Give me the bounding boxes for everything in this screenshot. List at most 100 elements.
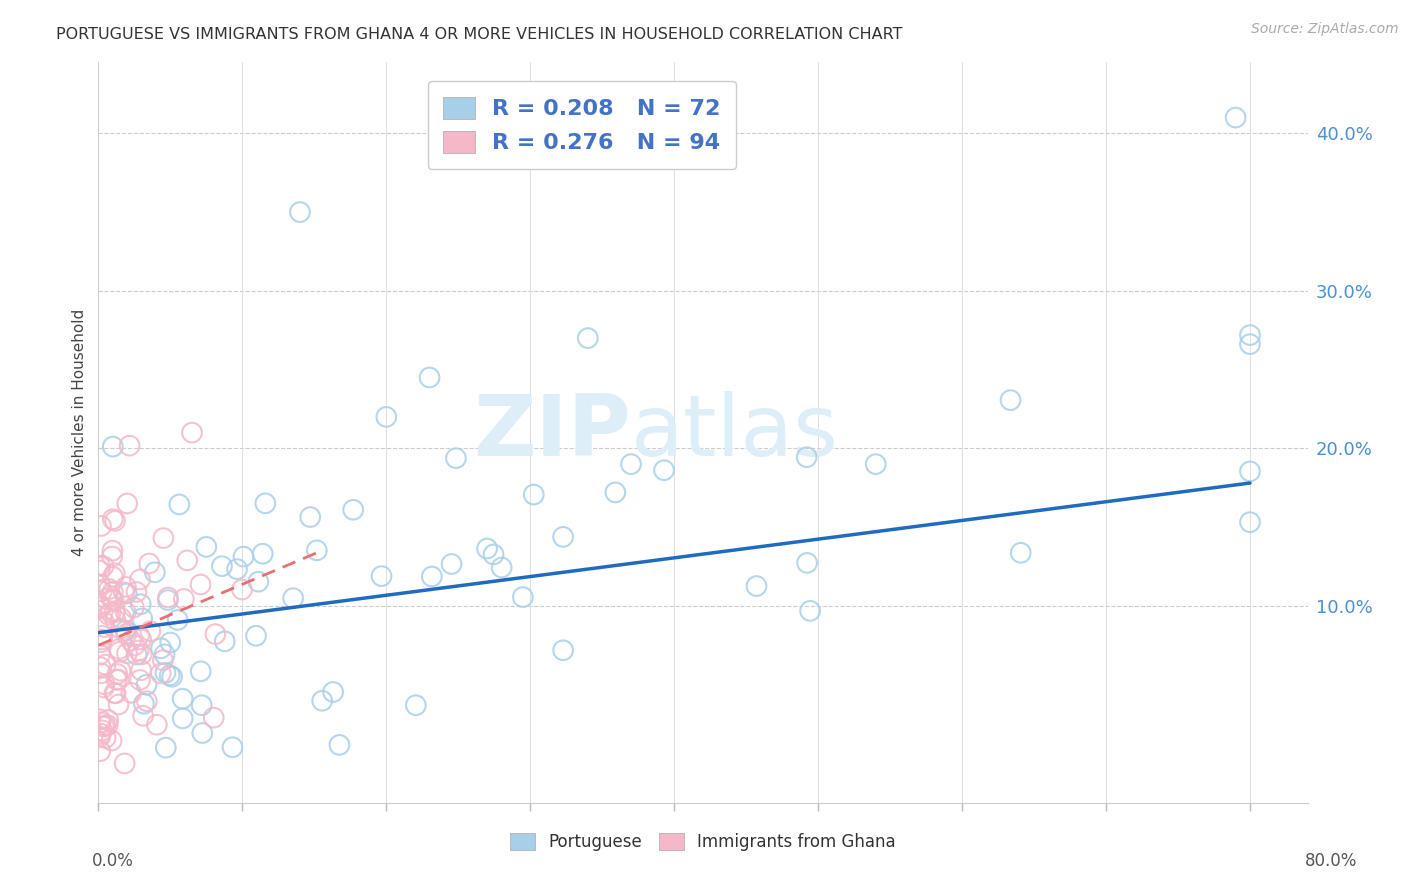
Point <box>745 579 768 593</box>
Point <box>149 641 172 656</box>
Point <box>796 556 818 570</box>
Point <box>156 593 179 607</box>
Point <box>107 698 129 712</box>
Point <box>93 559 115 574</box>
Point <box>129 632 152 647</box>
Point <box>252 547 274 561</box>
Legend: Portuguese, Immigrants from Ghana: Portuguese, Immigrants from Ghana <box>503 826 903 857</box>
Point <box>90 519 112 533</box>
Point <box>90 727 112 741</box>
Text: Source: ZipAtlas.com: Source: ZipAtlas.com <box>1251 22 1399 37</box>
Point <box>89 600 111 615</box>
Point <box>93 681 115 695</box>
Point <box>97 607 120 622</box>
Point <box>105 667 128 681</box>
Point <box>89 730 111 744</box>
Point <box>129 597 152 611</box>
Point <box>799 604 821 618</box>
Point <box>620 457 643 471</box>
Point <box>89 744 111 758</box>
Point <box>97 718 120 732</box>
Point <box>128 643 150 657</box>
Point <box>195 540 218 554</box>
Point <box>115 496 138 510</box>
Point <box>90 666 112 681</box>
Point <box>328 738 350 752</box>
Point <box>100 589 122 603</box>
Point <box>418 370 440 384</box>
Point <box>91 629 114 643</box>
Y-axis label: 4 or more Vehicles in Household: 4 or more Vehicles in Household <box>72 309 87 557</box>
Point <box>288 205 311 219</box>
Text: ZIP: ZIP <box>472 391 630 475</box>
Point <box>311 694 333 708</box>
Point <box>160 670 183 684</box>
Point <box>152 653 174 667</box>
Point <box>105 673 128 687</box>
Point <box>512 590 534 604</box>
Point <box>1239 337 1261 351</box>
Point <box>491 560 513 574</box>
Point <box>129 673 152 687</box>
Point <box>96 592 118 607</box>
Point <box>103 686 125 700</box>
Point <box>98 582 121 596</box>
Point <box>104 566 127 581</box>
Point <box>172 691 194 706</box>
Point <box>176 553 198 567</box>
Point <box>89 577 111 591</box>
Point <box>1225 111 1247 125</box>
Point <box>89 712 111 726</box>
Point <box>131 648 153 662</box>
Point <box>135 678 157 692</box>
Point <box>90 660 112 674</box>
Point <box>153 648 176 662</box>
Point <box>796 450 818 464</box>
Point <box>100 733 122 747</box>
Point <box>605 485 627 500</box>
Point <box>101 549 124 564</box>
Point <box>91 723 114 738</box>
Point <box>94 657 117 672</box>
Point <box>89 598 111 612</box>
Point <box>89 558 111 573</box>
Point <box>221 740 243 755</box>
Point <box>94 718 117 732</box>
Point <box>214 634 236 648</box>
Point <box>652 463 675 477</box>
Text: PORTUGUESE VS IMMIGRANTS FROM GHANA 4 OR MORE VEHICLES IN HOUSEHOLD CORRELATION : PORTUGUESE VS IMMIGRANTS FROM GHANA 4 OR… <box>56 27 903 42</box>
Point <box>254 496 277 510</box>
Point <box>138 557 160 571</box>
Point <box>475 541 498 556</box>
Point <box>191 726 214 740</box>
Point <box>1000 393 1022 408</box>
Point <box>405 698 427 713</box>
Point <box>370 569 392 583</box>
Text: 0.0%: 0.0% <box>91 852 134 870</box>
Point <box>202 711 225 725</box>
Point <box>299 510 322 524</box>
Point <box>1239 515 1261 529</box>
Point <box>305 543 328 558</box>
Point <box>551 530 574 544</box>
Point <box>110 664 132 678</box>
Point <box>375 409 398 424</box>
Point <box>108 645 131 659</box>
Point <box>97 713 120 727</box>
Point <box>104 613 127 627</box>
Point <box>110 611 132 625</box>
Point <box>114 624 136 638</box>
Point <box>108 642 131 657</box>
Point <box>553 643 575 657</box>
Point <box>89 648 111 662</box>
Point <box>103 593 125 607</box>
Point <box>101 440 124 454</box>
Point <box>211 559 233 574</box>
Point <box>115 580 138 594</box>
Point <box>115 586 138 600</box>
Point <box>122 600 145 615</box>
Point <box>247 574 270 589</box>
Point <box>93 720 115 734</box>
Point <box>101 592 124 607</box>
Point <box>125 585 148 599</box>
